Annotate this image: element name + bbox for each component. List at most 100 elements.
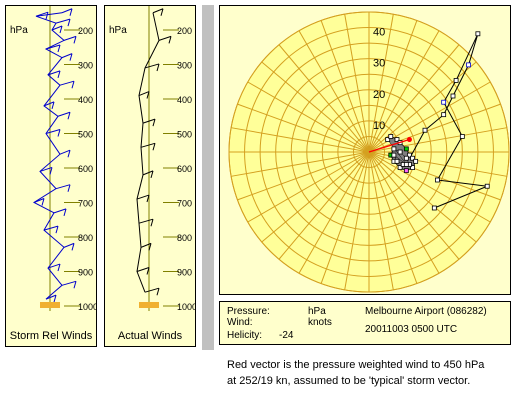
radial-line bbox=[368, 44, 460, 153]
radial-line bbox=[368, 151, 501, 201]
hodograph-point bbox=[407, 152, 412, 158]
hodograph-point bbox=[441, 112, 447, 118]
pressure-label: Pressure: bbox=[227, 306, 270, 317]
caption: Red vector is the pressure weighted wind… bbox=[227, 357, 484, 389]
storm-rel-winds-panel: hPa 200 300 400 500 600 700 800 900 1000 Storm Re… bbox=[5, 5, 97, 347]
storm-wind-barb bbox=[59, 149, 71, 155]
unit-label: hPa bbox=[10, 25, 28, 36]
actual-barb-flag bbox=[146, 91, 150, 99]
radial-line bbox=[231, 151, 370, 177]
radial-line bbox=[320, 20, 370, 153]
hodograph-point bbox=[450, 93, 456, 99]
storm-rel-profile-plot: hPa 200 300 400 500 600 700 800 900 1000 bbox=[10, 6, 96, 312]
helicity-value: -24 bbox=[279, 330, 294, 341]
radial-line bbox=[320, 151, 370, 284]
radial-line bbox=[368, 151, 394, 290]
hodograph-point bbox=[403, 146, 409, 152]
actual-winds-label: Actual Winds bbox=[117, 330, 183, 342]
storm-wind-barb bbox=[45, 129, 61, 134]
surface-marker bbox=[139, 302, 159, 308]
actual-wind-barb bbox=[158, 35, 172, 41]
storm-wind-barb bbox=[61, 280, 77, 286]
storm-wind-barb bbox=[55, 18, 71, 24]
actual-wind-barb bbox=[152, 8, 164, 14]
actual-winds-panel: hPa 200 300 400 500 600 700 800 900 1000 Actual W… bbox=[104, 5, 196, 347]
tick-label-900: 900 bbox=[78, 268, 93, 278]
actual-wind-barb bbox=[136, 267, 150, 272]
hodograph-point bbox=[459, 134, 465, 139]
hodograph-point bbox=[403, 168, 409, 174]
radial-line bbox=[278, 151, 370, 260]
actual-barb-flag bbox=[146, 267, 150, 275]
hodograph-point bbox=[410, 165, 415, 170]
wind-label: Wind: bbox=[227, 317, 253, 328]
actual-barb-flag bbox=[152, 143, 156, 151]
helicity-label: Helicity: bbox=[227, 330, 263, 341]
storm-rel-winds-label: Storm Rel Winds bbox=[9, 330, 93, 342]
radial-line bbox=[247, 151, 370, 223]
radial-line bbox=[368, 20, 418, 153]
storm-barb-flag bbox=[73, 36, 77, 44]
ring-label-30: 30 bbox=[373, 58, 385, 70]
surface-marker bbox=[40, 302, 60, 308]
actual-wind-barb bbox=[144, 287, 160, 293]
tick-label-400: 400 bbox=[78, 95, 93, 105]
actual-wind-barb bbox=[140, 242, 152, 248]
hodograph-point bbox=[466, 62, 471, 68]
hodograph-point bbox=[435, 177, 440, 183]
pressure-unit: hPa bbox=[308, 306, 326, 317]
storm-wind-path bbox=[32, 12, 65, 300]
actual-barb-flag bbox=[168, 36, 172, 44]
storm-barb-flag bbox=[71, 243, 75, 251]
storm-wind-barb bbox=[51, 25, 63, 31]
radial-line bbox=[344, 151, 370, 290]
storm-wind-barb bbox=[43, 101, 55, 107]
actual-wind-barb bbox=[138, 218, 154, 224]
actual-wind-barb bbox=[142, 118, 156, 124]
storm-barb-flag bbox=[57, 129, 61, 137]
tick-label-600: 600 bbox=[177, 164, 192, 174]
storm-barb-flag bbox=[53, 294, 57, 303]
storm-barb-flag bbox=[45, 12, 49, 20]
radial-line bbox=[237, 151, 370, 201]
hodograph-point bbox=[403, 155, 409, 161]
hodograph-point bbox=[403, 162, 409, 167]
ring-label-40: 40 bbox=[373, 27, 385, 39]
actual-wind-barb bbox=[138, 91, 150, 97]
tick-label-200: 200 bbox=[177, 26, 192, 36]
storm-barb-flag bbox=[69, 8, 73, 16]
hodograph-panel: 10 20 30 40 bbox=[219, 5, 511, 295]
radial-line bbox=[261, 61, 370, 153]
caption-line-1: Red vector is the pressure weighted wind… bbox=[227, 359, 485, 371]
storm-vector bbox=[368, 138, 410, 153]
storm-wind-barb bbox=[61, 53, 73, 59]
actual-barb-flag bbox=[160, 8, 164, 16]
actual-wind-barb bbox=[144, 63, 160, 69]
actual-wind-path bbox=[136, 12, 160, 293]
actual-wind-barb bbox=[142, 170, 154, 176]
actual-barb-flag bbox=[150, 219, 154, 227]
actual-barb-flag bbox=[150, 170, 154, 179]
tick-label-400: 400 bbox=[177, 95, 192, 105]
radial-line bbox=[368, 14, 394, 153]
storm-barb-flag bbox=[67, 112, 71, 120]
storm-wind-barb bbox=[53, 208, 67, 214]
divider-bar bbox=[202, 5, 214, 350]
hodograph-point bbox=[431, 205, 437, 211]
radial-line bbox=[261, 151, 370, 243]
radial-line bbox=[368, 30, 440, 153]
storm-wind-barb bbox=[63, 35, 77, 41]
actual-barb-flag bbox=[156, 288, 160, 296]
storm-barb-flag bbox=[73, 281, 77, 289]
tick-label-500: 500 bbox=[177, 130, 192, 140]
hodograph-point bbox=[475, 31, 481, 37]
actual-winds-profile-plot: hPa 200 300 400 500 600 700 800 900 1000 bbox=[109, 6, 195, 312]
storm-wind-barb bbox=[47, 263, 61, 269]
info-panel: Pressure: hPa Wind: knots Helicity: -24 … bbox=[219, 301, 511, 345]
hodograph-point bbox=[391, 152, 397, 158]
tick-label-800: 800 bbox=[177, 233, 192, 243]
unit-label: hPa bbox=[109, 25, 127, 36]
radial-line bbox=[298, 30, 370, 153]
hodograph-point bbox=[422, 127, 428, 133]
observation-datetime: 20011003 0500 UTC bbox=[365, 324, 458, 335]
